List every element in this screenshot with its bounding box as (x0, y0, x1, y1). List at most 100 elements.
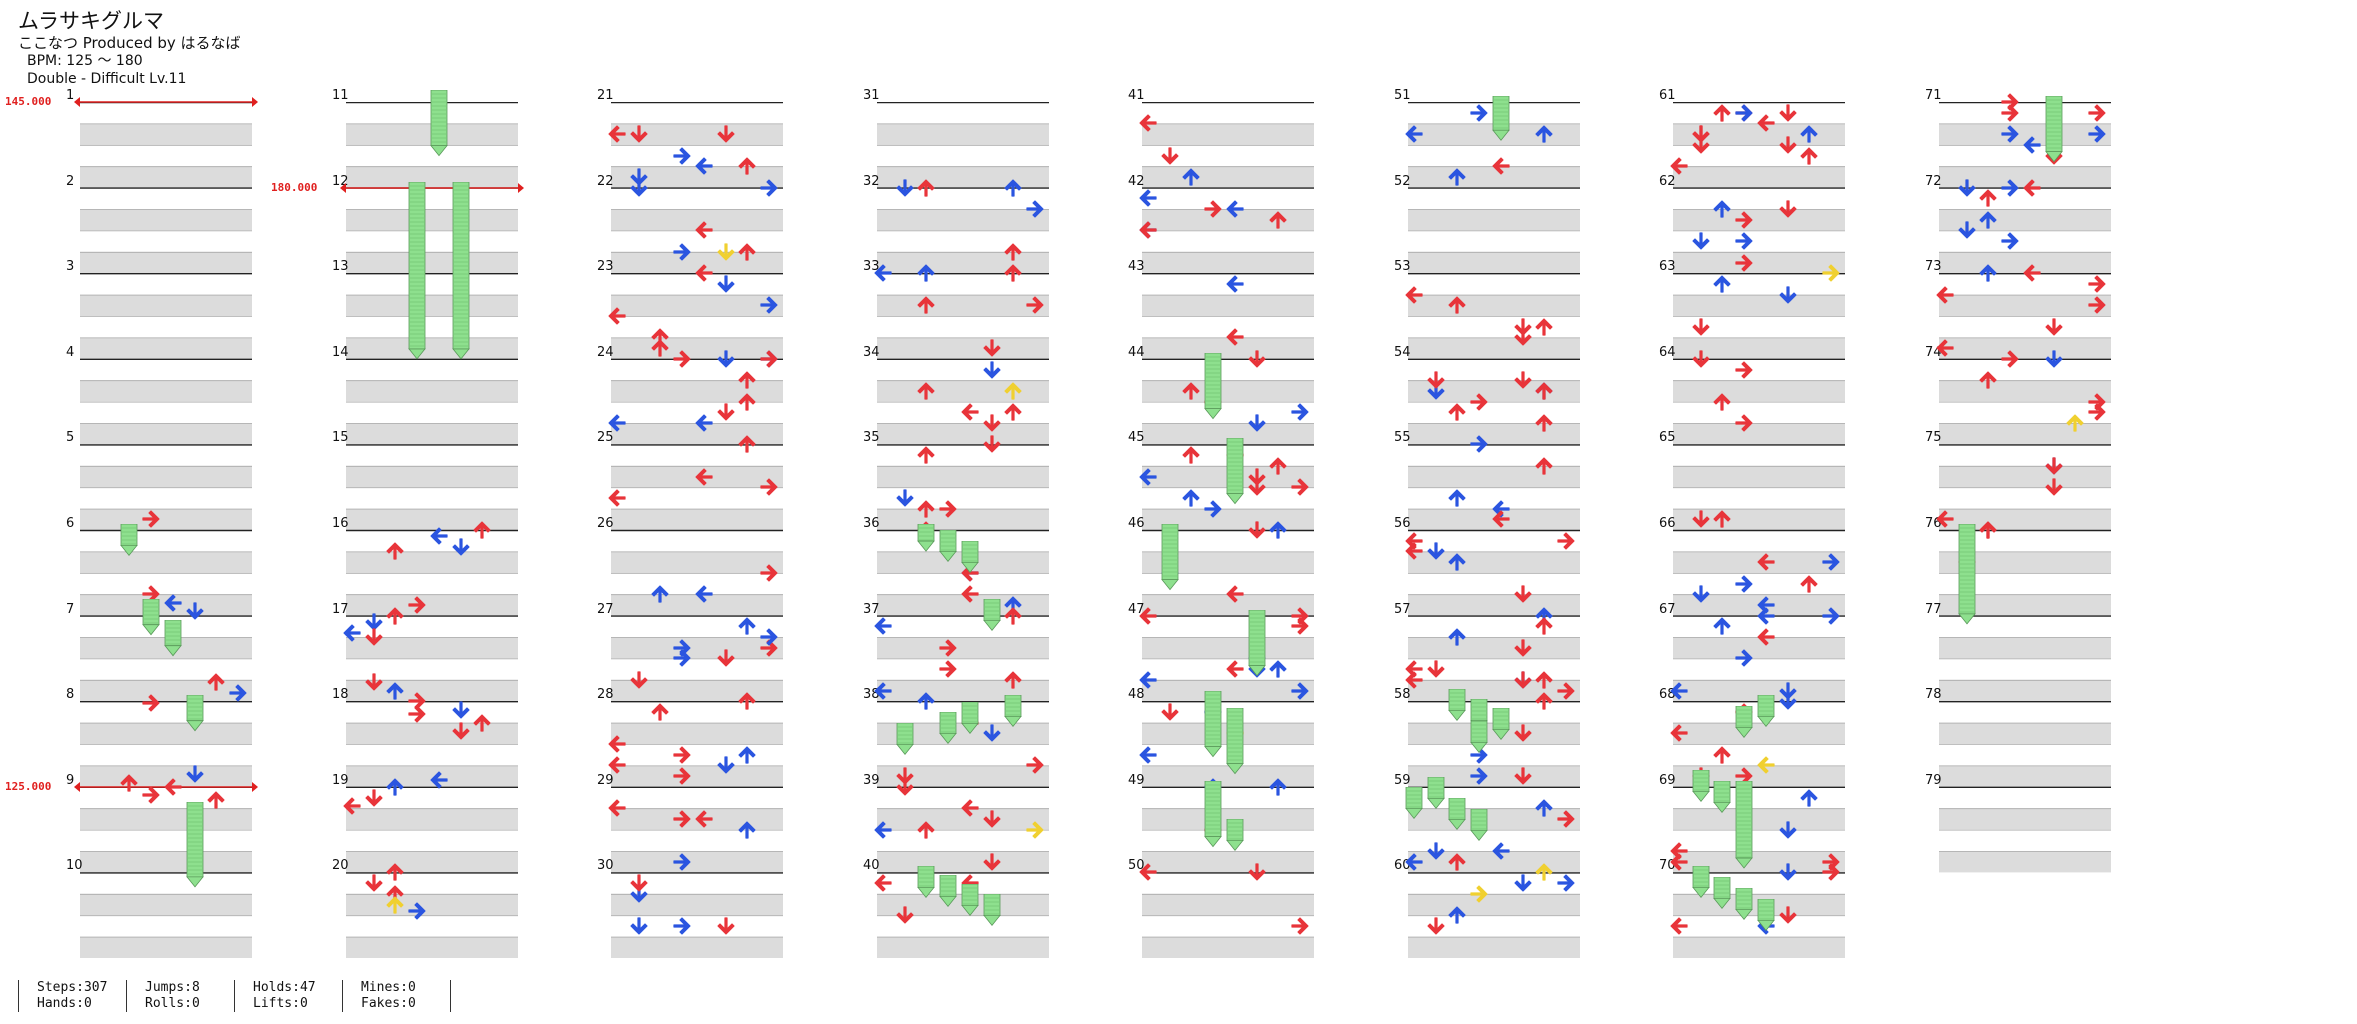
measure-number: 27 (597, 601, 614, 617)
measure-number: 77 (1925, 601, 1942, 617)
hold-note-icon (1204, 352, 1222, 420)
arrow-right-icon (1735, 232, 1753, 250)
beat-band (877, 251, 1049, 274)
measure-number: 37 (863, 601, 880, 617)
arrow-up-icon (1800, 125, 1818, 143)
arrow-down-icon (1514, 585, 1532, 603)
hold-note-icon (1757, 695, 1775, 728)
measure-number: 13 (332, 259, 349, 275)
arrow-up-icon (1535, 318, 1553, 336)
measure-column (1142, 101, 1314, 966)
arrow-down-icon (630, 874, 648, 892)
beat-band (80, 936, 252, 958)
arrow-left-icon (1405, 285, 1423, 304)
arrow-right-icon (1557, 532, 1575, 550)
beat-band (1939, 851, 2111, 873)
beat-band (611, 765, 783, 787)
arrow-right-icon (1291, 681, 1309, 700)
chart-header: ムラサキグルマ ここなつ Produced by はるなば BPM: 125 ～… (18, 8, 241, 88)
arrow-left-icon (1757, 596, 1775, 614)
arrow-left-icon (1757, 606, 1775, 625)
arrow-down-icon (1779, 681, 1797, 700)
arrow-down-icon (630, 125, 648, 143)
beat-band (1408, 808, 1580, 830)
hold-note-icon (120, 524, 138, 557)
hold-note-icon (983, 894, 1001, 927)
stat-holds: Holds:47 (253, 980, 316, 995)
arrow-left-icon (695, 157, 713, 175)
arrow-down-icon (983, 360, 1001, 379)
arrow-right-icon (142, 694, 160, 712)
arrow-right-icon (760, 296, 778, 314)
arrow-right-icon (760, 350, 778, 368)
beat-band (877, 851, 1049, 873)
arrow-left-icon (1139, 863, 1157, 881)
arrow-left-icon (1139, 221, 1157, 239)
measure-number: 73 (1925, 259, 1942, 275)
arrow-left-icon (164, 594, 182, 612)
arrow-down-icon (1779, 285, 1797, 304)
arrow-up-icon (386, 863, 404, 881)
arrow-left-icon (961, 403, 979, 421)
arrow-left-icon (430, 527, 448, 546)
arrow-up-icon (1269, 457, 1287, 475)
arrow-right-icon (2001, 93, 2019, 111)
measure-number: 47 (1128, 601, 1145, 617)
measure-number: 10 (66, 858, 83, 874)
arrow-up-icon (1979, 371, 1997, 389)
arrow-right-icon (142, 786, 160, 804)
beat-band (877, 594, 1049, 616)
arrow-right-icon (2088, 275, 2106, 293)
beat-band (1673, 722, 1845, 744)
arrow-right-icon (1470, 435, 1488, 453)
beat-band (1408, 166, 1580, 188)
arrow-down-icon (186, 602, 204, 620)
beat-band (1142, 851, 1314, 873)
beat-band (611, 423, 783, 445)
beat-band (346, 294, 518, 316)
measure-staff (1142, 101, 1314, 958)
beat-band (1673, 337, 1845, 359)
beat-band (1142, 166, 1314, 188)
hold-note-icon (1226, 819, 1244, 852)
arrow-up-icon (1004, 671, 1022, 689)
stat-lifts: Lifts:0 (253, 996, 308, 1011)
hold-note-icon (452, 181, 470, 360)
arrow-down-icon (1248, 350, 1266, 368)
hold-note-icon (1692, 866, 1710, 899)
hold-note-icon (1470, 808, 1488, 841)
beat-band (1939, 380, 2111, 402)
beat-band (80, 337, 252, 359)
measure-number: 39 (863, 772, 880, 788)
arrow-left-icon (1670, 842, 1688, 860)
beat-band (1142, 337, 1314, 359)
measure-number: 61 (1659, 88, 1676, 103)
beat-band (877, 679, 1049, 702)
beat-band (1408, 423, 1580, 445)
beat-band (80, 508, 252, 530)
arrow-up-icon (738, 746, 756, 764)
hold-note-icon (1735, 780, 1753, 869)
arrow-up-icon (738, 617, 756, 635)
beat-band (1408, 551, 1580, 573)
hold-note-icon (164, 620, 182, 657)
arrow-right-icon (1291, 617, 1309, 635)
arrow-down-icon (1779, 200, 1797, 218)
arrow-down-icon (1514, 318, 1532, 336)
arrow-right-icon (408, 596, 426, 614)
arrow-right-icon (939, 639, 957, 657)
arrow-up-icon (1448, 296, 1466, 314)
beat-band (611, 209, 783, 231)
arrow-right-icon (760, 639, 778, 657)
measure-number: 50 (1128, 858, 1145, 874)
beat-band (877, 166, 1049, 188)
beat-band (877, 808, 1049, 830)
arrow-up-icon (1535, 617, 1553, 635)
arrow-up-icon (1182, 382, 1200, 400)
arrow-up-icon (1535, 671, 1553, 689)
arrow-up-icon (651, 339, 669, 357)
beat-band (1673, 679, 1845, 702)
arrow-right-icon (1822, 853, 1840, 871)
arrow-down-icon (1514, 639, 1532, 657)
beat-band (346, 594, 518, 616)
